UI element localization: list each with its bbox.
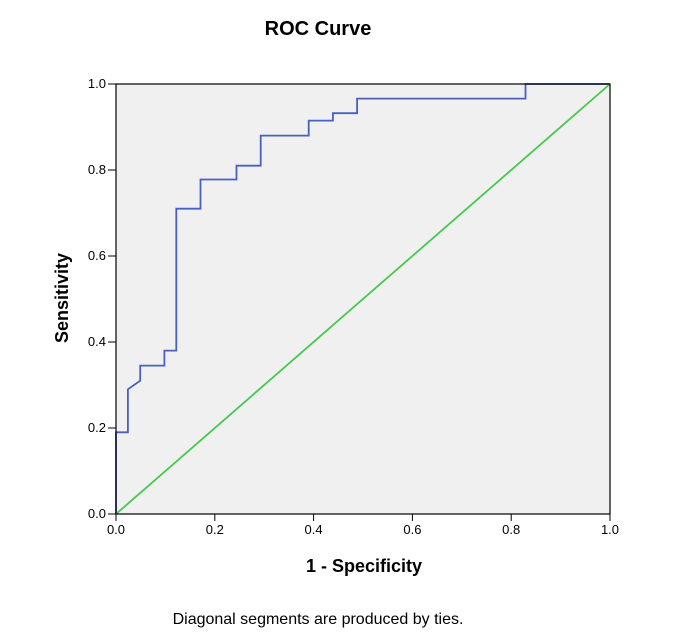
x-tick-label: 0.2 <box>206 522 224 537</box>
x-tick-label: 0.4 <box>305 522 323 537</box>
x-tick-label: 1.0 <box>601 522 619 537</box>
y-tick-label: 0.6 <box>88 248 106 263</box>
y-tick-label: 1.0 <box>88 76 106 91</box>
y-tick-label: 0.8 <box>88 162 106 177</box>
y-tick-label: 0.4 <box>88 334 106 349</box>
x-tick-label: 0.6 <box>403 522 421 537</box>
axes: 0.0 0.2 0.4 0.6 0.8 1.0 0.0 0.2 0.4 0.6 0.8 1.0 <box>88 76 619 537</box>
y-tick-label: 0.0 <box>88 506 106 521</box>
chart-title: ROC Curve <box>265 18 372 40</box>
x-axis-label: 1 - Specificity <box>306 556 422 576</box>
series-layer <box>115 83 611 515</box>
y-axis-label: Sensitivity <box>52 253 72 343</box>
footnote: Diagonal segments are produced by ties. <box>173 611 464 628</box>
y-tick-label: 0.2 <box>88 420 106 435</box>
plot-frame <box>115 83 611 515</box>
x-tick-label: 0.8 <box>502 522 520 537</box>
x-tick-label: 0.0 <box>107 522 125 537</box>
reference-diagonal-line <box>115 83 611 515</box>
roc-curve-line <box>115 83 610 514</box>
